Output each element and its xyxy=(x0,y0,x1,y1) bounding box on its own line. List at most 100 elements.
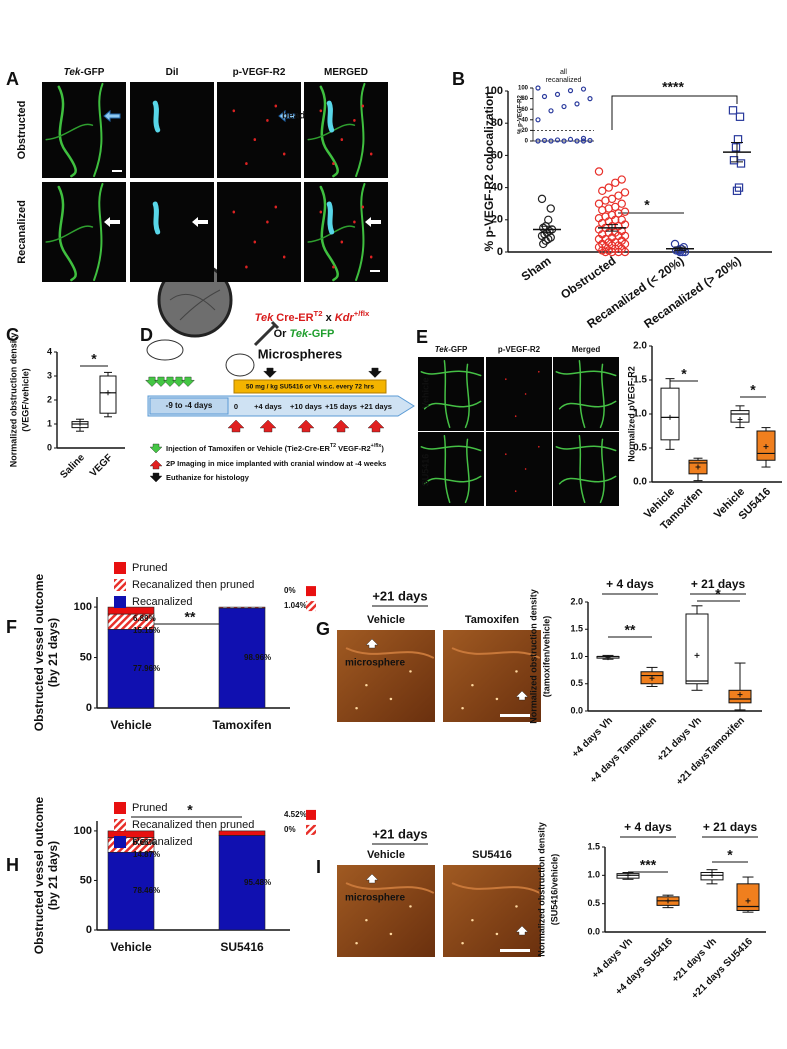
x-tick-label: VEGF xyxy=(88,452,115,479)
inset-title: recanalized xyxy=(546,77,582,84)
mean-marker xyxy=(745,898,751,904)
x-tick-label: Sham xyxy=(519,254,554,284)
mean-marker xyxy=(605,655,611,661)
timepoint-label: +4 days xyxy=(254,402,282,411)
row-label: Obstructed xyxy=(16,101,28,160)
panel-letter: G xyxy=(316,619,330,639)
vessel xyxy=(466,364,470,427)
speck xyxy=(232,109,236,113)
treatment-label: 50 mg / kg SU5416 or Vh s.c. every 72 hr… xyxy=(246,384,374,391)
speck xyxy=(361,104,365,108)
vessel xyxy=(59,187,76,280)
data-point xyxy=(587,137,593,144)
column-header: Tek-GFP xyxy=(435,345,468,354)
speck xyxy=(282,255,286,259)
panel-letter: H xyxy=(6,855,19,875)
micrograph xyxy=(486,432,552,506)
box xyxy=(660,387,680,441)
bead-label: bead xyxy=(282,111,305,122)
y-axis-label: Normalized obstruction density xyxy=(528,589,538,724)
y-tick-label: 40 xyxy=(521,117,528,123)
speck xyxy=(369,152,373,156)
micrograph-content xyxy=(556,436,615,503)
significance-label: **** xyxy=(662,79,684,95)
blue-arrow xyxy=(278,109,296,123)
mean-marker xyxy=(763,444,769,450)
arrow-icon xyxy=(367,419,385,433)
vessel xyxy=(444,436,449,503)
group-label: + 21 days xyxy=(691,577,746,591)
y-axis-label: (by 21 days) xyxy=(46,841,60,910)
white-arrow xyxy=(365,217,381,227)
significance-label: * xyxy=(91,351,97,367)
speck xyxy=(274,205,278,209)
data-point xyxy=(554,137,561,143)
data-point xyxy=(541,93,548,100)
data-point xyxy=(617,175,626,184)
x-tick-label: Vehicle xyxy=(110,718,152,732)
bar-segment xyxy=(107,606,155,615)
vessel xyxy=(425,401,481,408)
inset-title: all xyxy=(560,69,567,76)
speck xyxy=(369,255,373,259)
bar-segment xyxy=(218,606,266,609)
speck xyxy=(355,707,358,710)
y-tick-label: 80 xyxy=(521,96,528,102)
vessel xyxy=(453,883,539,892)
panel-letter: I xyxy=(316,857,321,877)
micrograph xyxy=(42,182,126,282)
y-tick-label: 0 xyxy=(86,924,92,936)
data-point xyxy=(535,117,541,123)
mean-marker xyxy=(709,872,715,878)
panel-letter: D xyxy=(140,325,153,345)
alternative-line: Or Tek-GFP xyxy=(274,328,335,340)
micrograph-content xyxy=(453,883,539,945)
y-tick-label: 50 xyxy=(80,874,92,886)
text-part: Injection of Tamoxifen or Vehicle (Tie2-… xyxy=(166,444,331,453)
text-part: VEGF-R2 xyxy=(336,444,371,453)
vessel xyxy=(421,446,480,450)
micrograph xyxy=(443,630,541,722)
box xyxy=(736,883,760,911)
data-point xyxy=(736,159,746,168)
legend-swatch xyxy=(114,579,126,591)
error-bar xyxy=(541,225,553,234)
vessel xyxy=(601,439,605,502)
data-point xyxy=(733,135,743,144)
text-part: ) xyxy=(381,444,384,453)
micrograph xyxy=(217,182,301,282)
mouse-icon xyxy=(225,353,255,377)
panel-letter: E xyxy=(416,327,428,347)
vessel xyxy=(329,204,332,232)
window-vessels xyxy=(169,289,221,321)
legend-swatch xyxy=(114,596,126,608)
speck xyxy=(353,220,356,224)
y-tick-label: 40 xyxy=(491,182,503,194)
arrow-icon xyxy=(181,376,195,387)
vessel xyxy=(601,364,605,427)
arrow-icon xyxy=(145,376,159,387)
value-swatch xyxy=(306,809,316,820)
legend-swatch xyxy=(114,836,126,848)
micrograph xyxy=(130,82,214,178)
y-axis-label: (by 21 days) xyxy=(46,618,60,687)
speck xyxy=(538,370,540,373)
y-axis-label: Obstructed vessel outcome xyxy=(32,573,46,731)
micrograph-content xyxy=(308,184,373,280)
x-tick-label: SU5416 xyxy=(220,940,264,954)
panel-title: +21 days xyxy=(372,588,427,603)
y-axis-label: Obstructed vessel outcome xyxy=(32,796,46,954)
mean-marker xyxy=(737,692,743,698)
data-point xyxy=(567,136,574,143)
micrograph xyxy=(42,82,126,178)
box xyxy=(730,410,750,423)
significance-label: * xyxy=(681,366,687,382)
vessel xyxy=(579,361,584,428)
data-point xyxy=(567,88,574,94)
legend-swatch xyxy=(114,819,126,831)
data-point xyxy=(594,199,604,208)
group-label: + 4 days xyxy=(606,577,654,591)
x-tick-label: Saline xyxy=(58,452,87,481)
arrow-icon xyxy=(515,690,529,701)
